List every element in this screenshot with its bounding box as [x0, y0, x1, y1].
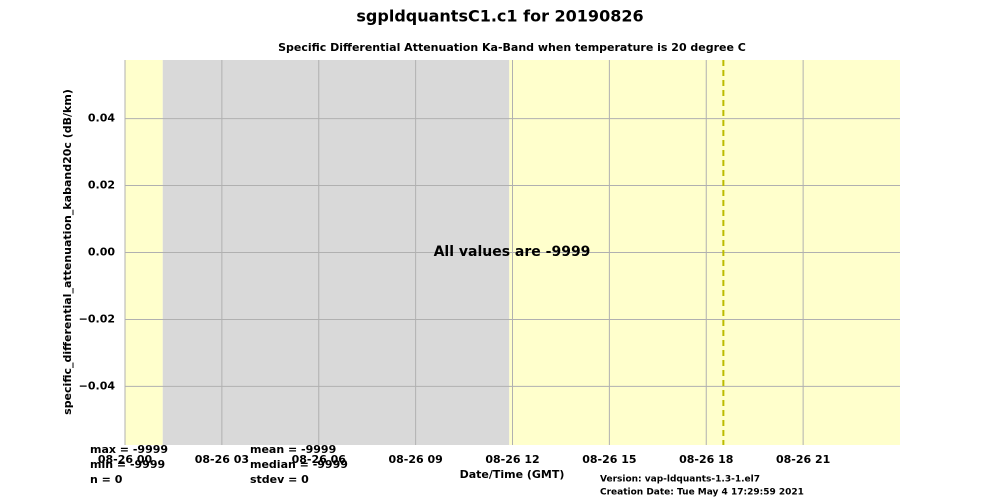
- chart-title: sgpldquantsC1.c1 for 20190826: [356, 7, 643, 26]
- footer-text: Creation Date: Tue May 4 17:29:59 2021: [600, 488, 804, 498]
- y-tick-label: 0.00: [88, 246, 115, 259]
- x-tick-label: 08-26 15: [582, 453, 636, 466]
- stat-text: min = -9999: [90, 458, 165, 471]
- annotation: All values are -9999: [434, 244, 591, 260]
- y-axis-label: specific_differential_attenuation_kaband…: [61, 89, 74, 415]
- y-tick-label: 0.04: [88, 112, 115, 125]
- x-axis-label: Date/Time (GMT): [460, 468, 565, 481]
- x-tick-label: 08-26 18: [679, 453, 733, 466]
- x-tick-label: 08-26 00: [98, 453, 153, 466]
- stat-text: max = -9999: [90, 443, 168, 456]
- x-tick-label: 08-26 12: [485, 453, 539, 466]
- x-tick-label: 08-26 03: [195, 453, 249, 466]
- y-tick-label: 0.02: [88, 179, 115, 192]
- y-tick-label: −0.04: [79, 379, 116, 392]
- x-tick-label: 08-26 09: [388, 453, 442, 466]
- chart-subtitle: Specific Differential Attenuation Ka-Ban…: [278, 41, 746, 54]
- stat-text: median = -9999: [250, 458, 348, 471]
- x-tick-label: 08-26 21: [776, 453, 830, 466]
- x-tick-label: 08-26 06: [292, 453, 347, 466]
- stat-text: mean = -9999: [250, 443, 336, 456]
- stat-text: stdev = 0: [250, 473, 309, 486]
- y-tick-label: −0.02: [79, 312, 115, 325]
- footer-text: Version: vap-ldquants-1.3-1.el7: [600, 475, 760, 485]
- stat-text: n = 0: [90, 473, 123, 486]
